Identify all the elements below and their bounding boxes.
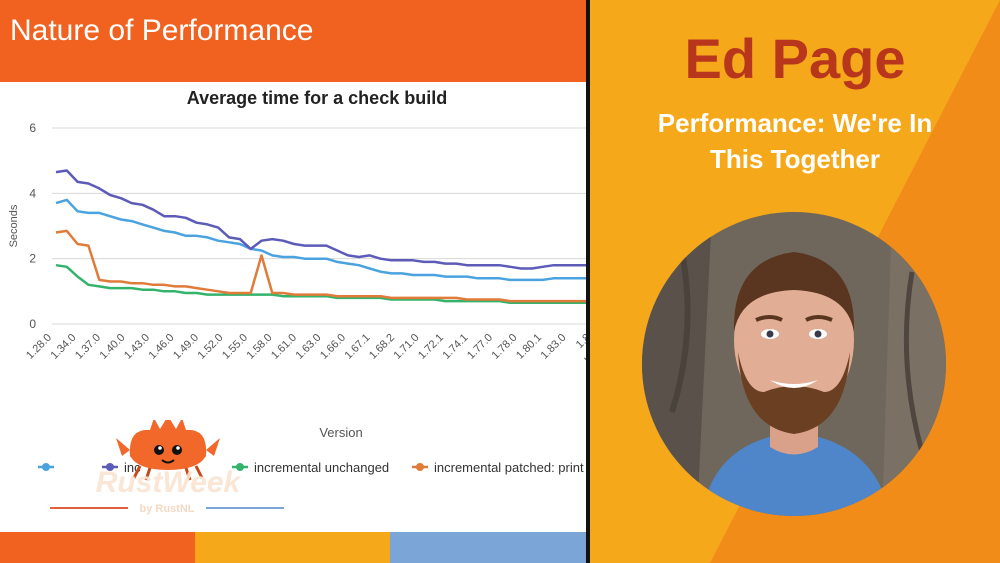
ferris-crab-icon: RustWeek by RustNL	[50, 416, 284, 515]
legend-label: incremental patched: print	[434, 460, 584, 475]
x-tick-label: 1.43.0	[122, 332, 152, 362]
x-tick-label: 1.55.0	[220, 332, 250, 362]
x-tick-label: 1.58.0	[245, 332, 275, 362]
footer-bar-orange	[0, 532, 195, 563]
panel-divider	[586, 0, 590, 563]
x-axis-label: Version	[319, 425, 362, 440]
x-tick-label: 1.78.0	[490, 332, 520, 362]
x-tick-label: 1.83.0	[539, 332, 569, 362]
legend-label: incremental unchanged	[254, 460, 389, 475]
legend-marker	[236, 463, 244, 471]
chart-series	[55, 169, 586, 305]
talk-title: Performance: We're In This Together	[590, 105, 1000, 177]
talk-title-line-1: Performance: We're In	[657, 108, 933, 138]
line-chart: 0 2 4 6 1.28.01.34.01.37.01.40.01.43.01.46.…	[8, 121, 586, 475]
legend-marker	[106, 463, 114, 471]
x-tick-label: 1.34.0	[49, 332, 79, 362]
x-tick-label: 1.61.0	[269, 332, 299, 362]
x-tick-label: 1.74.1	[441, 332, 471, 362]
x-tick-label: 1.77.0	[465, 332, 495, 362]
y-tick-label: 6	[29, 121, 36, 135]
x-tick-label: 1.63.0	[294, 332, 324, 362]
footer-bar-blue	[390, 532, 586, 563]
legend-marker	[416, 463, 424, 471]
x-tick-label: 1.8	[574, 332, 586, 351]
x-tick-label: 1.40.0	[98, 332, 128, 362]
x-tick-label: 1.67.1	[343, 332, 373, 362]
x-tick-label: 1.49.0	[171, 332, 201, 362]
speaker-portrait	[642, 212, 946, 516]
speaker-panel: Ed Page Performance: We're In This Toget…	[590, 0, 1000, 563]
chart-title: Average time for a check build	[186, 88, 448, 108]
y-tick-label: 2	[29, 252, 36, 266]
legend-marker	[42, 463, 50, 471]
svg-text:by RustNL: by RustNL	[140, 503, 195, 515]
chart-gridlines	[52, 127, 586, 325]
x-tick-label: 1.52.0	[196, 332, 226, 362]
y-tick-label: 0	[29, 317, 36, 331]
y-tick-label: 4	[29, 186, 36, 200]
x-tick-label: 1.66.0	[318, 332, 348, 362]
x-tick-label: 1.46.0	[147, 332, 177, 362]
slide-title: Nature of Performance	[10, 14, 314, 47]
series-line-3	[55, 263, 586, 305]
slide-panel: 0 2 4 6 1.28.0 1.34.0 1.37.0 1.40.0 1.43.0 1.46.…	[0, 0, 586, 563]
x-axis-ticks: 1.28.01.34.01.37.01.40.01.43.01.46.01.49…	[24, 332, 586, 367]
series-line-1	[55, 198, 586, 282]
slide-header: Nature of Performance	[0, 0, 586, 82]
x-tick-label: 1.72.1	[416, 332, 446, 362]
series-line-2	[55, 169, 586, 270]
x-tick-label: 1.80.1	[514, 332, 544, 362]
series-line-4	[55, 229, 586, 303]
x-tick-label: 1.71.0	[392, 332, 422, 362]
rustweek-logo: RustWeek by RustNL	[50, 416, 290, 520]
x-tick-label: 1.37.0	[73, 332, 103, 362]
svg-text:RustWeek: RustWeek	[96, 466, 242, 499]
talk-title-line-2: This Together	[710, 144, 880, 174]
speaker-photo	[642, 212, 946, 516]
speaker-name: Ed Page	[684, 27, 906, 90]
y-axis-ticks: 0 2 4 6	[29, 121, 36, 331]
footer-bar-yellow	[195, 532, 390, 563]
y-axis-label: Seconds	[8, 204, 20, 247]
x-tick-label: 1.68.2	[367, 332, 397, 362]
x-tick-label: 1.28.0	[24, 332, 54, 362]
